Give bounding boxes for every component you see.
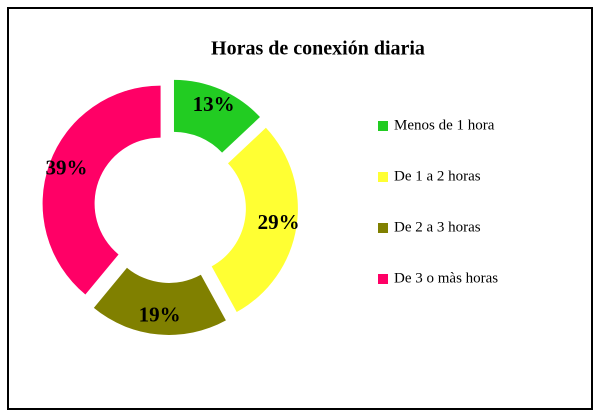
legend-swatch	[378, 274, 388, 284]
legend-label: De 3 o màs horas	[394, 270, 498, 286]
doughnut-segment	[173, 79, 260, 153]
doughnut-segment	[42, 85, 161, 295]
legend-swatch	[378, 121, 388, 131]
data-label: 19%	[139, 302, 181, 326]
data-label: 39%	[46, 156, 88, 180]
legend-label: De 2 a 3 horas	[394, 219, 481, 235]
legend-swatch	[378, 223, 388, 233]
doughnut-segment	[93, 267, 226, 335]
chart-border	[7, 7, 593, 410]
doughnut-segment	[211, 127, 298, 312]
legend-swatch	[378, 172, 388, 182]
data-label: 13%	[193, 92, 235, 116]
data-label: 29%	[258, 210, 300, 234]
chart-title: Horas de conexión diaria	[211, 38, 425, 60]
legend-label: Menos de 1 hora	[394, 117, 495, 133]
legend-label: De 1 a 2 horas	[394, 168, 481, 184]
